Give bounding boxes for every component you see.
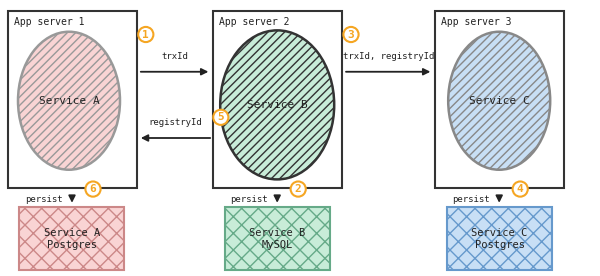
Text: Service A
Postgres: Service A Postgres	[44, 228, 100, 250]
Text: Service B
MySQL: Service B MySQL	[250, 228, 305, 250]
Bar	[225, 207, 330, 270]
Text: 6: 6	[89, 184, 97, 194]
Ellipse shape	[290, 182, 306, 197]
Ellipse shape	[18, 32, 120, 170]
Bar	[213, 11, 342, 188]
Text: 2: 2	[295, 184, 302, 194]
Text: App server 1: App server 1	[14, 17, 84, 26]
Bar	[8, 11, 137, 188]
Bar	[435, 11, 564, 188]
Ellipse shape	[138, 27, 154, 42]
Ellipse shape	[512, 182, 528, 197]
Text: Service C: Service C	[469, 96, 530, 106]
Ellipse shape	[448, 32, 550, 170]
Bar	[447, 207, 552, 270]
Text: 1: 1	[142, 30, 149, 39]
Text: Service C
Postgres: Service C Postgres	[472, 228, 527, 250]
Text: Service B: Service B	[247, 100, 308, 110]
Text: 3: 3	[347, 30, 355, 39]
Text: trxId, registryId: trxId, registryId	[343, 52, 434, 61]
Text: persist: persist	[452, 195, 490, 204]
Text: App server 2: App server 2	[219, 17, 290, 26]
Text: registryId: registryId	[149, 118, 202, 127]
Ellipse shape	[85, 182, 101, 197]
Text: persist: persist	[230, 195, 268, 204]
Text: App server 3: App server 3	[441, 17, 511, 26]
Text: persist: persist	[25, 195, 63, 204]
Text: 4: 4	[517, 184, 524, 194]
Ellipse shape	[343, 27, 359, 42]
Text: trxId: trxId	[161, 52, 188, 61]
Text: Service A: Service A	[38, 96, 100, 106]
Ellipse shape	[213, 110, 229, 125]
Bar	[19, 207, 124, 270]
Ellipse shape	[220, 30, 334, 179]
Text: 5: 5	[217, 112, 224, 122]
